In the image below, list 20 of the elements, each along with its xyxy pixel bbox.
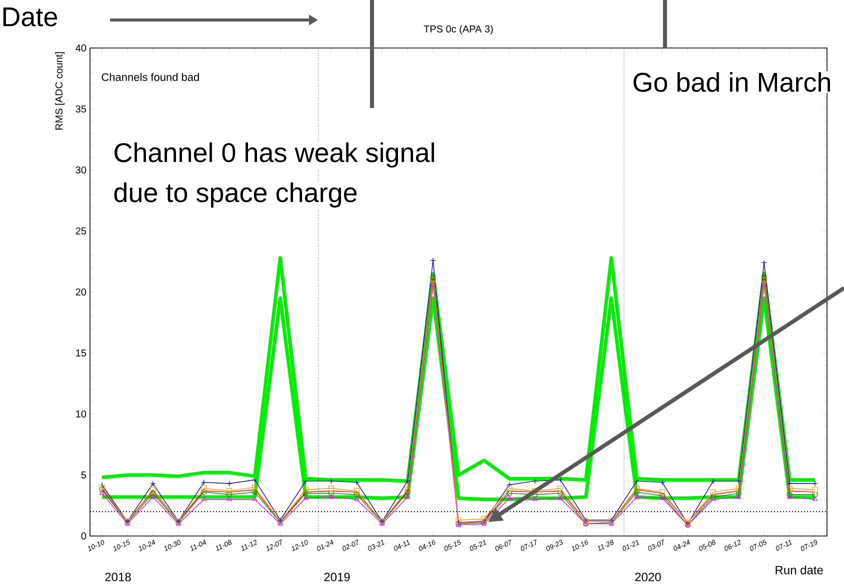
y-tick-label: 40 xyxy=(76,44,86,52)
chart-title: TPS 0c (APA 3) xyxy=(424,25,493,34)
y-tick-label: 15 xyxy=(76,349,86,356)
y-tick-label: 35 xyxy=(76,105,86,113)
y-tick-label: 25 xyxy=(76,227,86,235)
annotation: Channels found bad xyxy=(102,72,199,82)
y-tick-label: 5 xyxy=(81,471,86,478)
annotation: Go bad in March xyxy=(634,72,830,92)
text: 2019 xyxy=(324,572,350,582)
text: 2020 xyxy=(635,572,661,582)
text: Date xyxy=(3,8,58,26)
annotation: due to space charge xyxy=(114,182,357,208)
annotation: Channel 0 has weak signal xyxy=(114,142,434,168)
y-axis-title: RMS [ADC count] xyxy=(55,52,64,130)
x-axis-title: Run date xyxy=(776,566,823,574)
y-tick-label: 30 xyxy=(76,166,86,174)
text: 2018 xyxy=(105,572,131,582)
y-tick-label: 20 xyxy=(76,288,86,296)
y-tick-label: 10 xyxy=(76,410,86,418)
y-tick-label: 0 xyxy=(81,532,86,540)
